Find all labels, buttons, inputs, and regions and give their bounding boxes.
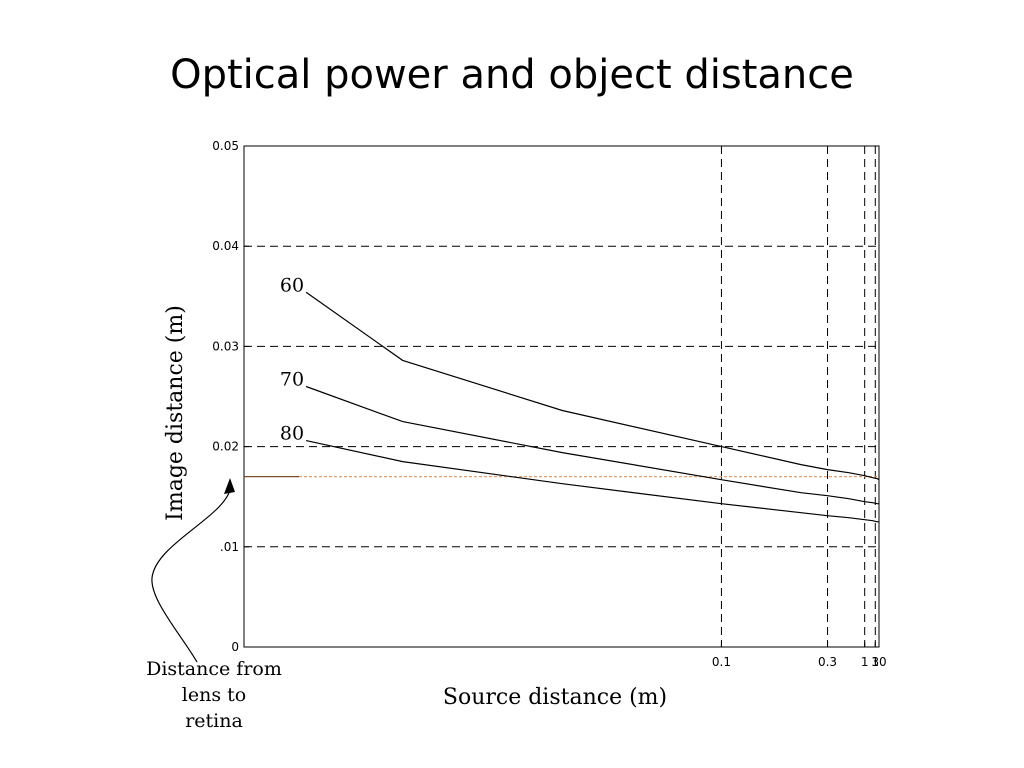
grid bbox=[244, 146, 879, 647]
annotation-arrow-line bbox=[151, 489, 231, 663]
x-tick-label: 0.3 bbox=[818, 655, 837, 669]
slide-title: Optical power and object distance bbox=[170, 52, 854, 98]
x-tick-label: 1 bbox=[861, 655, 869, 669]
y-tick-label: 0.05 bbox=[212, 139, 239, 153]
x-axis-title: Source distance (m) bbox=[443, 685, 667, 710]
plot-frame bbox=[243, 145, 880, 648]
series-70-label: 70 bbox=[280, 368, 304, 390]
x-tick-label: 10 bbox=[871, 655, 886, 669]
y-axis-title: Image distance (m) bbox=[163, 305, 188, 521]
annotation-arrowhead bbox=[224, 478, 235, 494]
y-ticks: 0 .01 0.02 0.03 0.04 0.05 bbox=[212, 139, 249, 654]
annotation-line-3: retina bbox=[185, 710, 243, 732]
y-tick-label: .01 bbox=[220, 540, 239, 554]
series-60-label: 60 bbox=[280, 274, 304, 296]
x-tick-label: 0.1 bbox=[712, 655, 731, 669]
series-60-line bbox=[305, 291, 880, 481]
x-tick-label: 3 bbox=[871, 655, 879, 669]
y-tick-label: 0.04 bbox=[212, 239, 239, 253]
series-80-line bbox=[305, 440, 879, 523]
series-layer: 60 70 80 bbox=[280, 274, 880, 523]
y-tick-label: 0 bbox=[231, 640, 239, 654]
series-80-label: 80 bbox=[280, 423, 304, 445]
annotation-line-2: lens to bbox=[182, 684, 246, 706]
y-tick-label: 0.03 bbox=[212, 339, 239, 353]
x-ticks: 0.1 0.3 1 310 bbox=[712, 642, 887, 669]
series-70-line bbox=[305, 385, 879, 505]
annotation-line-1: Distance from bbox=[146, 658, 282, 680]
y-tick-label: 0.02 bbox=[212, 440, 239, 454]
retina-annotation: Distance from lens to retina bbox=[146, 478, 282, 732]
